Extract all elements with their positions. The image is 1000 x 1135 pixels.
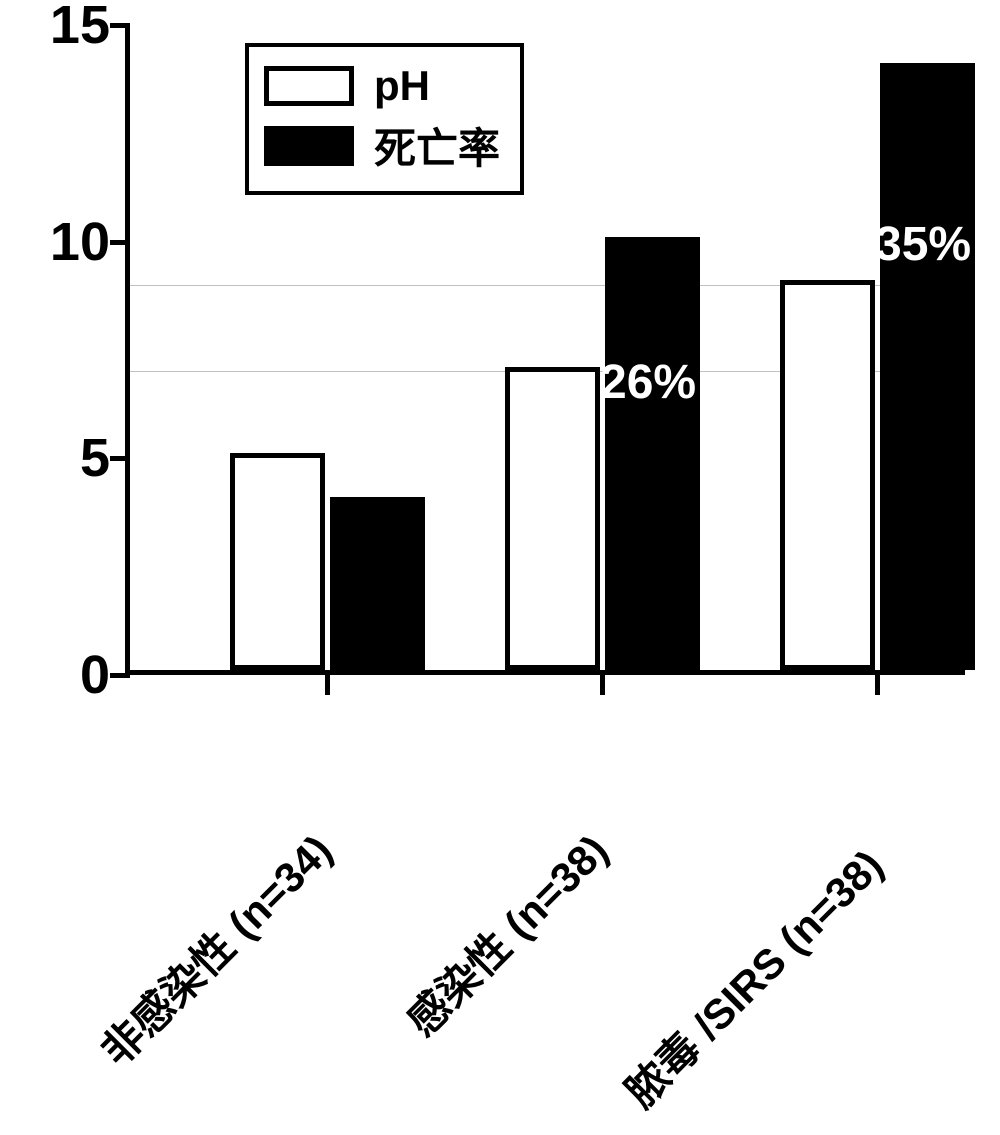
- bar-ph-group3: [780, 280, 875, 670]
- legend-swatch-mortality: [264, 126, 354, 166]
- bar-mortality-group3: [880, 63, 975, 670]
- plot-area: 11% 26% 35% pH 死亡率: [125, 25, 965, 675]
- xtick-mark: [600, 675, 605, 695]
- ytick-mark: [110, 456, 130, 461]
- xtick-label-group1: 非感染性 (n=34): [67, 819, 343, 1095]
- ytick-mark: [110, 23, 130, 28]
- pct-label-group2: 26%: [600, 355, 696, 410]
- ytick-label-0: 0: [80, 644, 110, 706]
- ytick-label-10: 10: [50, 211, 110, 273]
- legend: pH 死亡率: [245, 43, 524, 195]
- bar-ph-group2: [505, 367, 600, 670]
- ytick-label-15: 15: [50, 0, 110, 56]
- legend-item-ph: pH: [264, 62, 500, 110]
- bar-mortality-group1: [330, 497, 425, 670]
- legend-item-mortality: 死亡率: [264, 115, 500, 176]
- ytick-label-5: 5: [80, 427, 110, 489]
- bar-chart: 0 5 10 15 11% 26% 35% pH: [30, 20, 970, 950]
- pct-label-group1: 11%: [325, 415, 418, 470]
- legend-label-mortality: 死亡率: [374, 115, 500, 176]
- ytick-mark: [110, 673, 130, 678]
- pct-label-group3: 35%: [875, 217, 971, 272]
- legend-label-ph: pH: [374, 62, 430, 110]
- xtick-mark: [325, 675, 330, 695]
- xtick-label-group3: 脓毒 /SIRS (n=38): [593, 834, 894, 1135]
- xtick-mark: [875, 675, 880, 695]
- xtick-label-group2: 感染性 (n=38): [343, 819, 619, 1095]
- bar-ph-group1: [230, 453, 325, 670]
- ytick-mark: [110, 240, 130, 245]
- bar-mortality-group2: [605, 237, 700, 670]
- legend-swatch-ph: [264, 66, 354, 106]
